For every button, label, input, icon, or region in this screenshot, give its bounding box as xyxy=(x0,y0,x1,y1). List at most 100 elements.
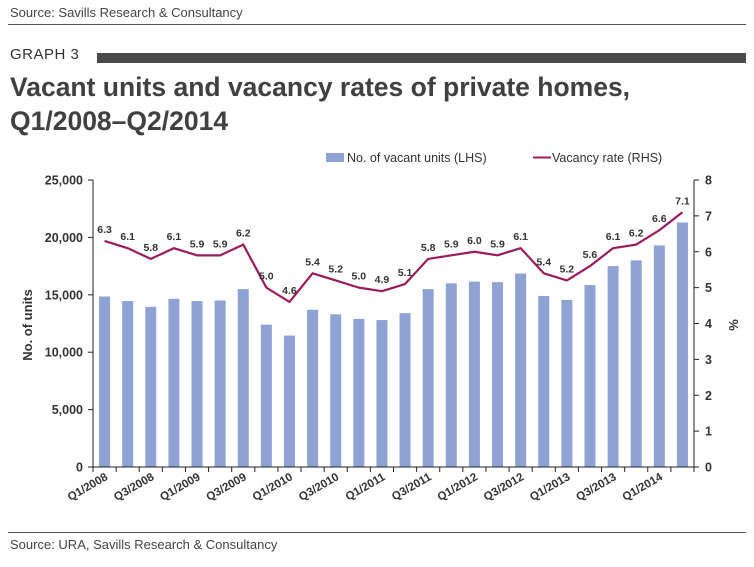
x-tick-label: Q1/2011 xyxy=(344,471,388,503)
y-right-axis-title: % xyxy=(726,319,741,331)
data-label: 6.1 xyxy=(606,231,621,243)
x-tick-label: Q1/2014 xyxy=(621,471,666,504)
data-label: 5.9 xyxy=(213,238,228,250)
data-label: 5.0 xyxy=(352,271,367,283)
source-top: Source: Savills Research & Consultancy xyxy=(10,5,243,20)
data-label: 5.8 xyxy=(143,242,158,254)
y-right-tick-label: 7 xyxy=(705,209,712,223)
legend-bar-label: No. of vacant units (LHS) xyxy=(347,151,487,165)
title-line-2: Q1/2008–Q2/2014 xyxy=(10,106,229,136)
line-series: 6.3 6.1 5.8 6.1 5.9 5.9 6.2 5.0 4.6 5.4 5.2 5.0 4.9 5… xyxy=(97,195,690,304)
y-right-tick-label: 1 xyxy=(705,425,712,439)
bar xyxy=(145,306,157,467)
data-label: 6.1 xyxy=(513,231,528,243)
bar xyxy=(214,300,226,467)
chart-svg: No. of vacant units (LHS) Vacancy rate (… xyxy=(20,151,741,504)
bar xyxy=(538,295,550,467)
bar xyxy=(353,318,365,467)
x-tick-label: Q1/2012 xyxy=(436,471,480,503)
graph-label: GRAPH 3 xyxy=(10,46,80,63)
bar xyxy=(330,314,342,467)
y-left-tick-label: 20,000 xyxy=(45,231,83,245)
y-right-tick-label: 2 xyxy=(705,389,712,403)
y-right-tick-label: 6 xyxy=(705,245,712,259)
data-label: 6.1 xyxy=(167,231,182,243)
data-label: 5.9 xyxy=(490,238,505,250)
bar xyxy=(607,266,619,467)
legend: No. of vacant units (LHS) Vacancy rate (… xyxy=(326,151,662,165)
data-label: 4.9 xyxy=(375,274,390,286)
bar xyxy=(168,298,180,467)
bar xyxy=(399,313,411,467)
data-label: 5.0 xyxy=(259,271,274,283)
bar xyxy=(122,301,134,467)
x-tick-label: Q1/2008 xyxy=(66,471,111,504)
x-tick-label: Q3/2012 xyxy=(482,471,526,503)
y-right-tick-label: 4 xyxy=(705,317,712,331)
data-label: 6.1 xyxy=(120,231,135,243)
bar xyxy=(283,335,295,467)
graph-label-bar xyxy=(97,53,746,63)
bar xyxy=(376,320,388,467)
bottom-divider xyxy=(8,532,746,533)
y-left-tick-label: 5,000 xyxy=(52,403,83,417)
source-bottom: Source: URA, Savills Research & Consulta… xyxy=(10,537,278,552)
vacancy-rate-line xyxy=(104,211,684,304)
y-left-tick-label: 25,000 xyxy=(45,174,83,188)
x-tick-label: Q3/2009 xyxy=(205,471,249,503)
x-tick-label: Q3/2008 xyxy=(112,471,157,504)
bar xyxy=(561,299,573,467)
x-tick-label: Q1/2013 xyxy=(528,471,572,503)
y-right-tick-label: 0 xyxy=(705,461,712,475)
bar xyxy=(260,324,272,467)
bar xyxy=(653,245,665,467)
bar xyxy=(584,285,596,467)
chart-container: No. of vacant units (LHS) Vacancy rate (… xyxy=(0,140,754,532)
chart-title: Vacant units and vacancy rates of privat… xyxy=(10,70,745,138)
bar xyxy=(191,301,203,467)
x-tick-label: Q1/2009 xyxy=(158,471,202,503)
data-label: 5.6 xyxy=(583,249,598,261)
data-label: 5.2 xyxy=(560,263,575,275)
bar xyxy=(99,296,111,467)
data-label: 7.1 xyxy=(675,195,690,207)
x-tick-label: Q1/2010 xyxy=(251,471,295,503)
data-label: 5.2 xyxy=(328,263,343,275)
bar xyxy=(468,281,480,467)
data-label: 5.9 xyxy=(444,238,459,250)
data-label: 5.8 xyxy=(421,242,436,254)
legend-line-label: Vacancy rate (RHS) xyxy=(552,151,662,165)
y-left-tick-label: 0 xyxy=(76,461,83,475)
bar xyxy=(676,222,688,467)
data-label: 6.2 xyxy=(629,228,644,240)
bar xyxy=(445,283,457,467)
bar xyxy=(237,289,249,467)
y-left-axis-title: No. of units xyxy=(20,289,35,361)
title-line-1: Vacant units and vacancy rates of privat… xyxy=(10,72,631,102)
y-left-tick-label: 10,000 xyxy=(45,346,83,360)
x-tick-label: Q3/2013 xyxy=(574,471,618,503)
bar xyxy=(515,273,527,467)
x-tick-label: Q3/2011 xyxy=(390,471,434,503)
data-label: 6.3 xyxy=(97,224,112,236)
bar xyxy=(307,309,319,467)
bar-series xyxy=(99,222,688,467)
data-label: 5.1 xyxy=(398,267,413,279)
top-divider xyxy=(8,24,746,25)
bar xyxy=(630,260,642,467)
data-label: 5.4 xyxy=(305,256,320,268)
data-label: 6.0 xyxy=(467,235,482,247)
data-label: 5.9 xyxy=(190,238,205,250)
data-label: 6.2 xyxy=(236,228,251,240)
y-right-tick-label: 8 xyxy=(705,174,712,188)
data-label: 4.6 xyxy=(282,285,297,297)
bar xyxy=(492,282,504,467)
y-right-tick-label: 3 xyxy=(705,353,712,367)
data-label: 5.4 xyxy=(536,256,551,268)
y-right-tick-label: 5 xyxy=(705,281,712,295)
data-label: 6.6 xyxy=(652,213,667,225)
bar xyxy=(422,289,434,467)
legend-bar-swatch xyxy=(326,153,344,162)
y-left-tick-label: 15,000 xyxy=(45,288,83,302)
x-tick-label: Q3/2010 xyxy=(297,471,341,503)
